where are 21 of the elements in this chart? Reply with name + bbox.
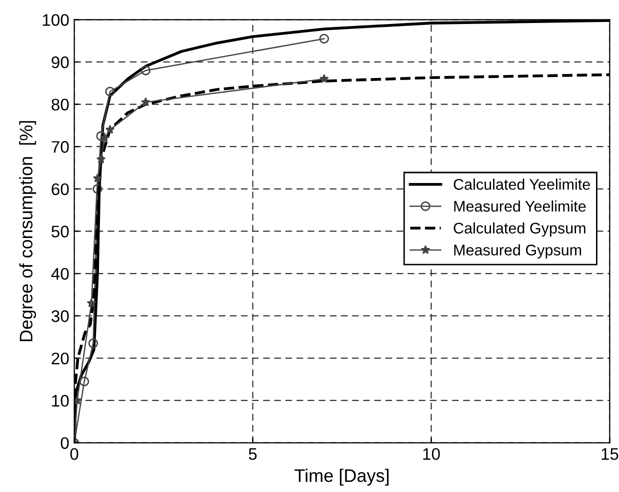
y-axis-title: Degree of consumption [%] <box>19 121 36 342</box>
y-tick-label: 90 <box>52 56 69 68</box>
y-tick-label: 40 <box>51 268 69 280</box>
x-tick-label: 5 <box>248 448 257 460</box>
y-tick-label: 20 <box>52 352 69 364</box>
x-tick-label: 0 <box>70 448 78 460</box>
legend-label: Measured Gypsum <box>454 244 582 258</box>
y-tick-label: 100 <box>42 14 69 26</box>
y-tick-label: 10 <box>52 394 69 407</box>
legend-label: Calculated Yeelimite <box>454 178 590 190</box>
y-tick-label: 0 <box>60 437 69 450</box>
y-tick-label: 60 <box>52 183 69 196</box>
legend-label: Measured Yeelimite <box>454 200 586 212</box>
y-tick-label: 50 <box>52 226 69 238</box>
x-tick-label: 15 <box>602 448 618 460</box>
x-tick-label: 10 <box>423 448 440 460</box>
y-tick-label: 70 <box>52 141 69 153</box>
y-tick-label: 30 <box>52 310 69 322</box>
legend-label: Calculated Gypsum <box>454 222 586 237</box>
x-axis-title: Time [Days] <box>294 468 389 486</box>
y-tick-label: 80 <box>52 98 69 111</box>
